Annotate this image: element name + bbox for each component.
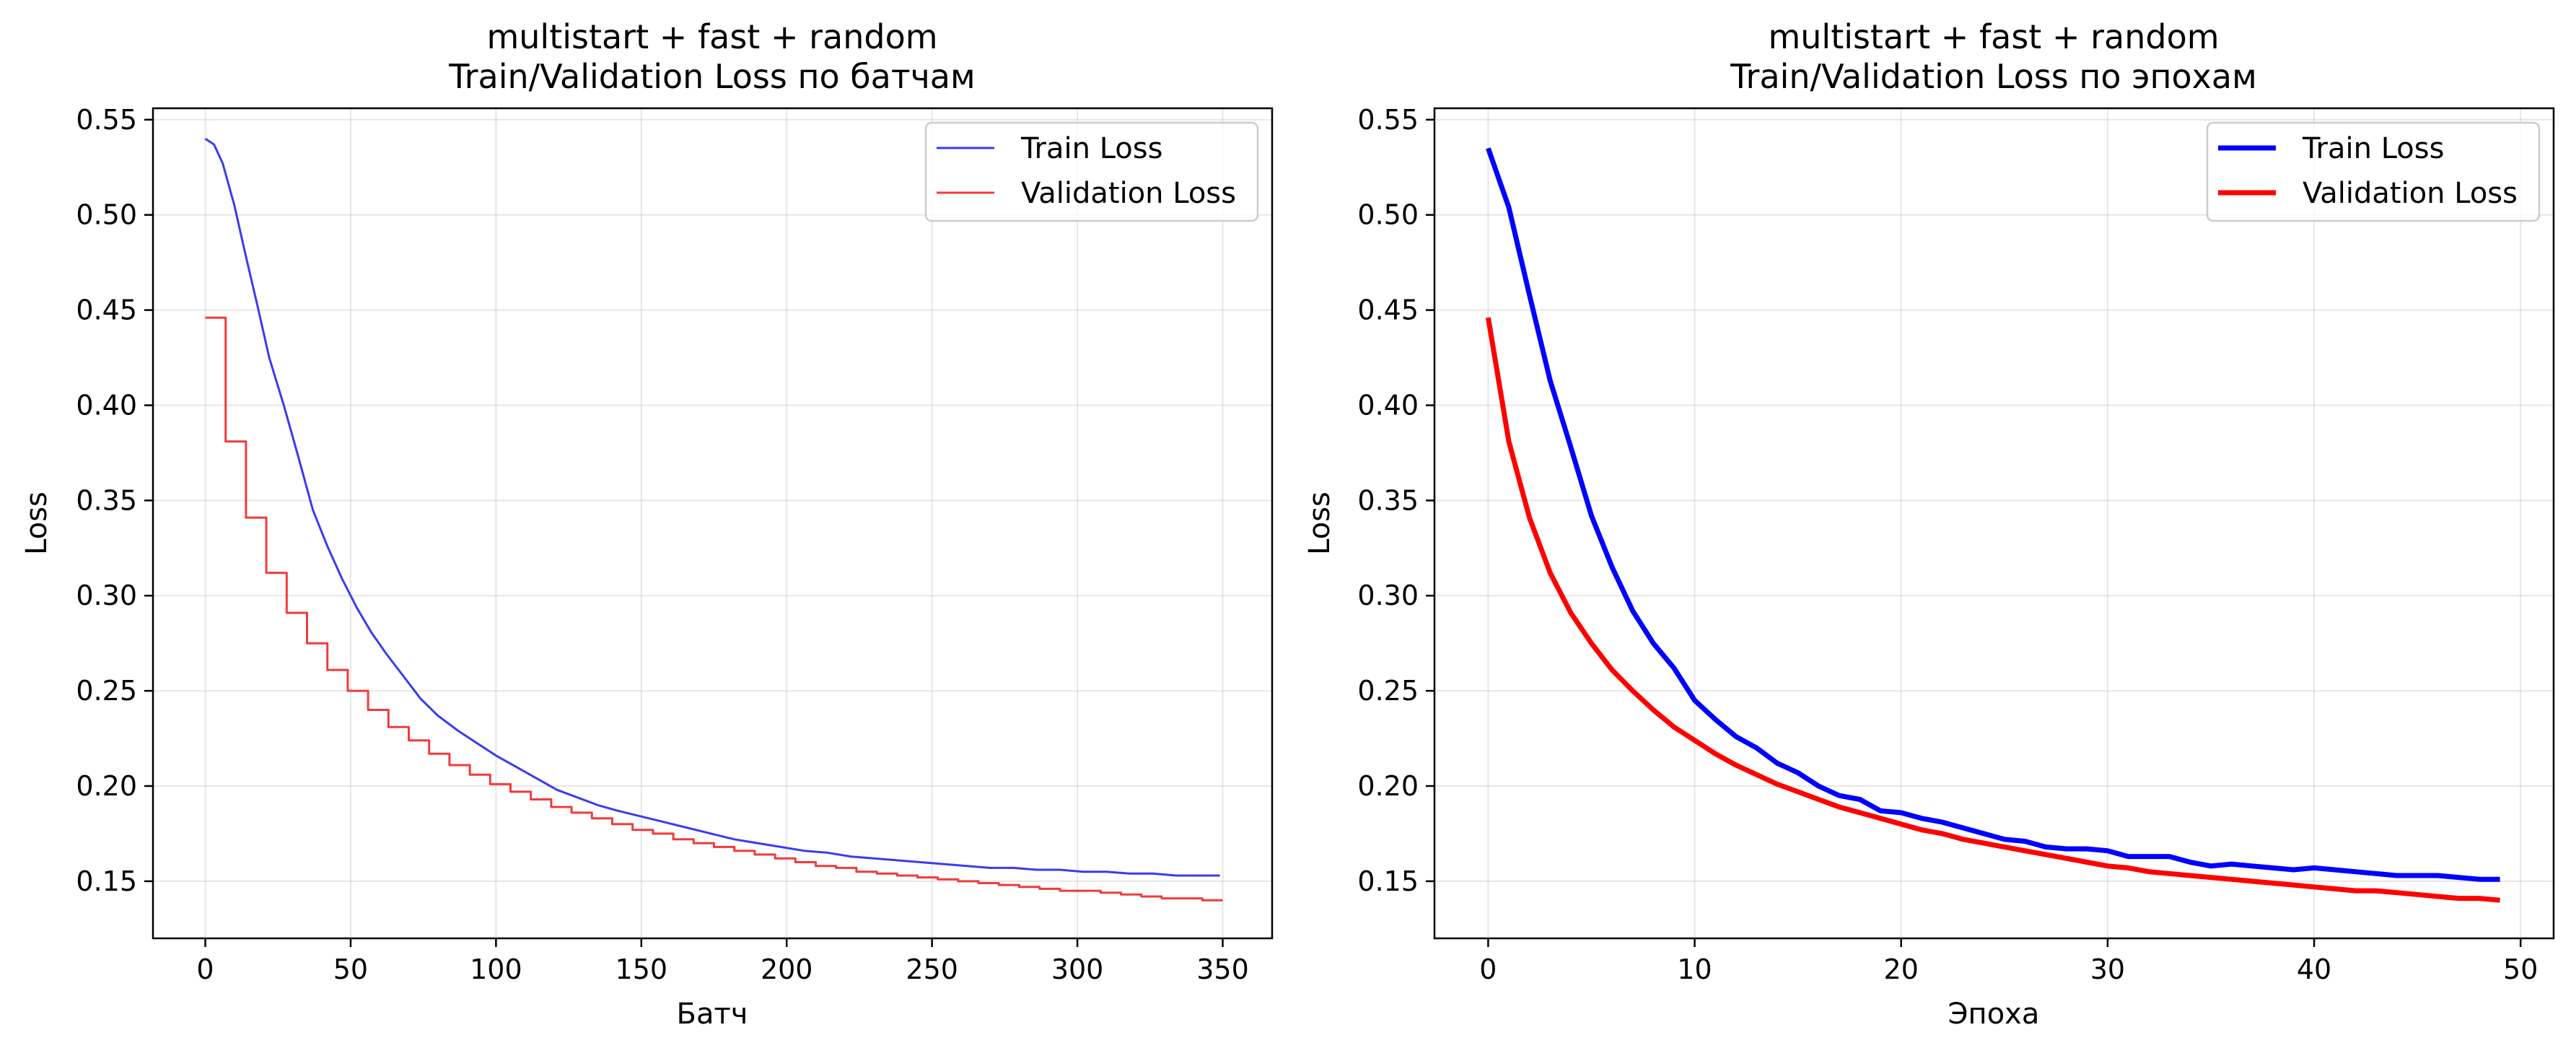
y-tick-label: 0.20: [1357, 770, 1419, 802]
y-tick-label: 0.15: [76, 865, 137, 897]
y-tick-label: 0.40: [76, 389, 137, 421]
x-tick-label: 20: [1884, 954, 1919, 985]
legend-label-validation: Validation Loss: [1021, 177, 1236, 210]
x-axis-label: Батч: [677, 998, 748, 1031]
y-axis-label: Loss: [1303, 492, 1336, 555]
y-tick-label: 0.55: [76, 104, 137, 136]
series-line-validation-loss: [205, 316, 1223, 902]
legend: Train Loss Validation Loss: [924, 121, 1259, 222]
chart-epochs: multistart + fast + random Train/Validat…: [1303, 17, 2555, 1031]
y-axis-label: Loss: [20, 492, 53, 555]
x-tick-label: 40: [2297, 954, 2331, 985]
y-tick-label: 0.35: [76, 484, 137, 516]
legend: Train Loss Validation Loss: [2206, 121, 2541, 222]
y-ticks: 0.15 0.20 0.25 0.30 0.35 0.40 0.45 0.50 0.55: [1357, 104, 1434, 897]
x-tick-label: 350: [1196, 954, 1249, 985]
x-tick-label: 0: [196, 954, 214, 985]
x-tick-label: 300: [1051, 954, 1104, 985]
gridlines: [1434, 108, 2554, 938]
chart-title-line2: Train/Validation Loss по эпохам: [1730, 57, 2257, 96]
chart-title-line1: multistart + fast + random: [1768, 17, 2219, 56]
x-tick-label: 50: [2503, 954, 2538, 985]
y-tick-label: 0.50: [76, 199, 137, 231]
x-tick-label: 200: [761, 954, 813, 985]
x-tick-label: 250: [906, 954, 958, 985]
series-lines: [204, 137, 1223, 902]
y-tick-label: 0.50: [1357, 199, 1419, 231]
series-line-validation-loss: [1485, 317, 2500, 903]
plot-frame: [152, 107, 1274, 940]
x-tick-label: 30: [2090, 954, 2125, 985]
legend-box: [924, 121, 1259, 222]
x-tick-label: 150: [615, 954, 668, 985]
x-ticks: 0 10 20 30 40 50: [1479, 938, 2538, 985]
x-tick-label: 50: [333, 954, 368, 985]
chart-title-line2: Train/Validation Loss по батчам: [448, 57, 975, 96]
plot-frame: [1433, 107, 2555, 940]
y-tick-label: 0.30: [76, 580, 137, 611]
chart-batches: multistart + fast + random Train/Validat…: [20, 17, 1274, 1031]
y-ticks: 0.15 0.20 0.25 0.30 0.35 0.40 0.45 0.50 0.55: [76, 104, 153, 897]
x-ticks: 0 50 100 150 200 250 300 350: [196, 938, 1249, 985]
y-tick-label: 0.35: [1357, 484, 1419, 516]
y-tick-label: 0.15: [1357, 865, 1419, 897]
y-tick-label: 0.55: [1357, 104, 1419, 136]
y-tick-label: 0.45: [1357, 294, 1419, 326]
legend-label-train: Train Loss: [1020, 132, 1162, 165]
legend-box: [2206, 121, 2541, 222]
y-tick-label: 0.20: [76, 770, 137, 802]
legend-label-validation: Validation Loss: [2303, 177, 2518, 210]
y-tick-label: 0.30: [1357, 580, 1419, 611]
y-tick-label: 0.40: [1357, 389, 1419, 421]
y-tick-label: 0.45: [76, 294, 137, 326]
chart-title-line1: multistart + fast + random: [486, 17, 937, 56]
series-line-train-loss: [204, 137, 1220, 877]
x-tick-label: 0: [1479, 954, 1497, 985]
x-tick-label: 10: [1677, 954, 1712, 985]
series-lines: [1485, 147, 2500, 903]
x-axis-label: Эпоха: [1948, 998, 2040, 1031]
y-tick-label: 0.25: [1357, 675, 1419, 707]
gridlines: [153, 108, 1272, 938]
legend-label-train: Train Loss: [2302, 132, 2444, 165]
series-line-train-loss: [1486, 147, 2500, 882]
x-tick-label: 100: [470, 954, 522, 985]
y-tick-label: 0.25: [76, 675, 137, 707]
